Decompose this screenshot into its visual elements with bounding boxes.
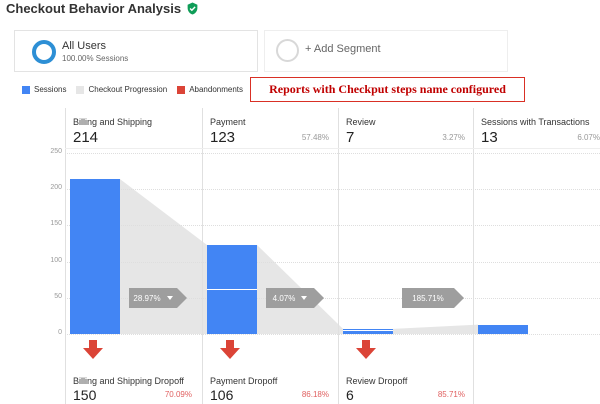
sessions-bar[interactable] — [70, 179, 120, 334]
progression-rate-value: 4.07% — [272, 293, 296, 303]
y-tick-label: 250 — [50, 148, 62, 155]
legend-swatch-checkout-progression — [76, 85, 85, 94]
legend-swatch-sessions — [22, 85, 30, 94]
column-divider — [202, 108, 203, 404]
y-tick-label: 200 — [50, 184, 62, 192]
dropoff-value: 150 — [73, 387, 97, 403]
chevron-down-icon — [166, 296, 173, 300]
dropoff-percentage: 85.71% — [437, 390, 465, 399]
legend-item-checkout-progression: Checkout Progression — [76, 85, 167, 94]
dropoff-block[interactable]: Payment Dropoff 106 86.18% — [202, 364, 337, 404]
step-header[interactable]: Billing and Shipping 214 — [65, 108, 200, 148]
gridline — [65, 297, 600, 299]
sessions-bar[interactable] — [478, 324, 528, 334]
step-sessions-value: 7 — [346, 129, 355, 146]
abandonment-arrow-icon — [356, 340, 376, 359]
step-percentage: 3.27% — [442, 133, 465, 142]
header-divider — [65, 148, 600, 149]
progression-rate-badge[interactable]: 4.07% — [266, 288, 324, 308]
gridline — [65, 189, 600, 191]
step-name: Sessions with Transactions — [481, 117, 590, 127]
progression-split-line — [343, 330, 393, 332]
abandonment-arrow-icon — [83, 340, 103, 359]
step-sessions-value: 13 — [481, 129, 498, 146]
step-header[interactable]: Sessions with Transactions 13 6.07% — [473, 108, 600, 148]
dropoff-label: Billing and Shipping Dropoff — [73, 376, 184, 386]
segment-sessions-percent: 100.00% Sessions — [62, 54, 129, 63]
y-tick-label: 150 — [50, 220, 62, 228]
chevron-down-icon — [301, 296, 308, 300]
column-divider — [473, 108, 474, 404]
step-sessions-value: 214 — [73, 129, 99, 146]
progression-rate-badge[interactable]: 28.97% — [129, 288, 187, 308]
column-divider — [65, 108, 66, 404]
progression-rate-badge[interactable]: 185.71% — [402, 288, 464, 308]
sessions-bar[interactable] — [343, 328, 393, 334]
check-shield-icon — [187, 2, 198, 15]
funnel-chart: 250 200 150 100 50 0 Billing and Shipping 214 Pa… — [0, 108, 600, 404]
gridline — [65, 334, 600, 335]
dropoff-block[interactable]: Review Dropoff 6 85.71% — [338, 364, 473, 404]
dropoff-value: 106 — [210, 387, 234, 403]
dropoff-value: 6 — [346, 387, 354, 403]
legend-item-abandonments: Abandonments — [177, 85, 243, 94]
legend-label-sessions: Sessions — [34, 85, 67, 94]
step-percentage: 6.07% — [577, 133, 600, 142]
y-tick-label: 50 — [54, 292, 62, 300]
page-title-text: Checkout Behavior Analysis — [6, 1, 182, 16]
step-header[interactable]: Review 7 3.27% — [338, 108, 473, 148]
progression-split-line — [207, 289, 257, 291]
dropoff-label: Review Dropoff — [346, 376, 408, 386]
legend-label-checkout-progression: Checkout Progression — [88, 85, 168, 94]
chart-legend: Sessions Checkout Progression Abandonmen… — [22, 85, 253, 94]
dropoff-percentage: 86.18% — [301, 390, 329, 399]
add-segment-button[interactable]: + Add Segment — [264, 30, 508, 72]
legend-label-abandonments: Abandonments — [189, 85, 244, 94]
progression-rate-value: 28.97% — [133, 293, 161, 303]
page-title: Checkout Behavior Analysis — [6, 1, 199, 16]
checkout-progression-shape — [120, 179, 207, 334]
dropoff-percentage: 70.09% — [164, 390, 192, 399]
y-tick-label: 0 — [58, 329, 62, 336]
gridline — [65, 261, 600, 263]
abandonment-arrow-icon — [220, 340, 240, 359]
step-percentage: 57.48% — [301, 133, 329, 142]
step-name: Billing and Shipping — [73, 117, 153, 127]
empty-segment-ring-icon — [276, 39, 299, 62]
step-name: Review — [346, 117, 376, 127]
dropoff-block[interactable]: Billing and Shipping Dropoff 150 70.09% — [65, 364, 200, 404]
step-sessions-value: 123 — [210, 129, 236, 146]
y-tick-label: 100 — [50, 256, 62, 264]
segment-name: All Users — [62, 40, 107, 52]
add-segment-label: + Add Segment — [305, 43, 381, 55]
segment-all-users[interactable]: All Users 100.00% Sessions — [14, 30, 258, 72]
legend-item-sessions: Sessions — [22, 85, 66, 94]
step-header[interactable]: Payment 123 57.48% — [202, 108, 337, 148]
annotation-callout: Reports with Checkput steps name configu… — [250, 77, 525, 102]
progression-rate-value: 185.71% — [412, 293, 444, 303]
dropoff-label: Payment Dropoff — [210, 376, 278, 386]
segment-ring-icon — [32, 40, 56, 64]
legend-swatch-abandonments — [177, 85, 186, 94]
checkout-progression-shape — [393, 324, 478, 334]
step-name: Payment — [210, 117, 246, 127]
gridline — [65, 225, 600, 227]
gridline — [65, 153, 600, 154]
column-divider — [338, 108, 339, 404]
